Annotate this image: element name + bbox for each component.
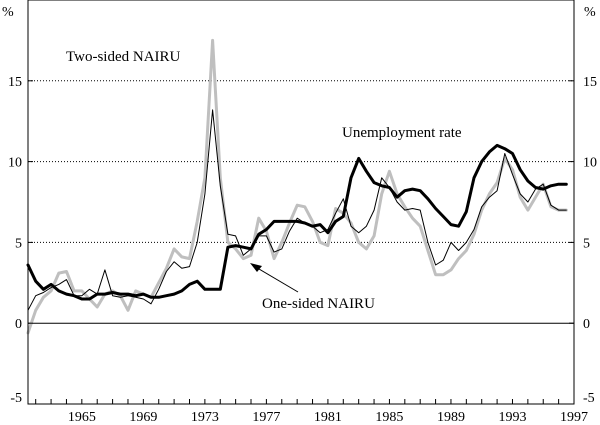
x-tick-label: 1985 — [375, 410, 403, 425]
two-sided-nairu-line — [26, 38, 568, 335]
label-unemployment-rate: Unemployment rate — [342, 125, 462, 141]
x-tick-label: 1997 — [560, 410, 588, 425]
x-tick-label: 1981 — [314, 410, 342, 425]
y-unit-right: % — [584, 5, 596, 20]
y-tick-label-right: 15 — [583, 75, 597, 90]
y-tick-label-right: 10 — [583, 156, 597, 171]
x-tick-label: 1965 — [68, 410, 96, 425]
y-tick-label-right: -5 — [583, 391, 595, 406]
y-tick-label-left: 15 — [8, 75, 22, 90]
y-tick-label-left: 10 — [8, 156, 22, 171]
label-one-sided-nairu: One-sided NAIRU — [262, 296, 375, 312]
axis-ticks: -5 -5 0 0 5 5 10 10 15 15 1965 1969 1973 1977 1981 1985… — [8, 75, 597, 425]
x-tick-label: 1969 — [129, 410, 157, 425]
y-tick-label-right: 5 — [583, 236, 590, 251]
x-tick-label: 1977 — [252, 410, 280, 425]
gridlines — [28, 80, 574, 324]
y-tick-label-left: 0 — [15, 317, 22, 332]
label-two-sided-nairu: Two-sided NAIRU — [66, 49, 181, 65]
y-tick-label-left: 5 — [15, 236, 22, 251]
y-tick-label-right: 0 — [583, 317, 590, 332]
y-tick-label-left: -5 — [10, 391, 22, 406]
unemployment-rate-line — [26, 143, 568, 301]
one-sided-nairu-line — [27, 109, 567, 311]
series-lines — [26, 38, 568, 335]
x-tick-label: 1973 — [191, 410, 219, 425]
x-tick-label: 1989 — [437, 410, 465, 425]
plot-frame — [27, 0, 575, 405]
y-unit-left: % — [2, 5, 14, 20]
one-sided-nairu-arrow — [250, 263, 299, 293]
x-tick-label: 1993 — [498, 410, 526, 425]
